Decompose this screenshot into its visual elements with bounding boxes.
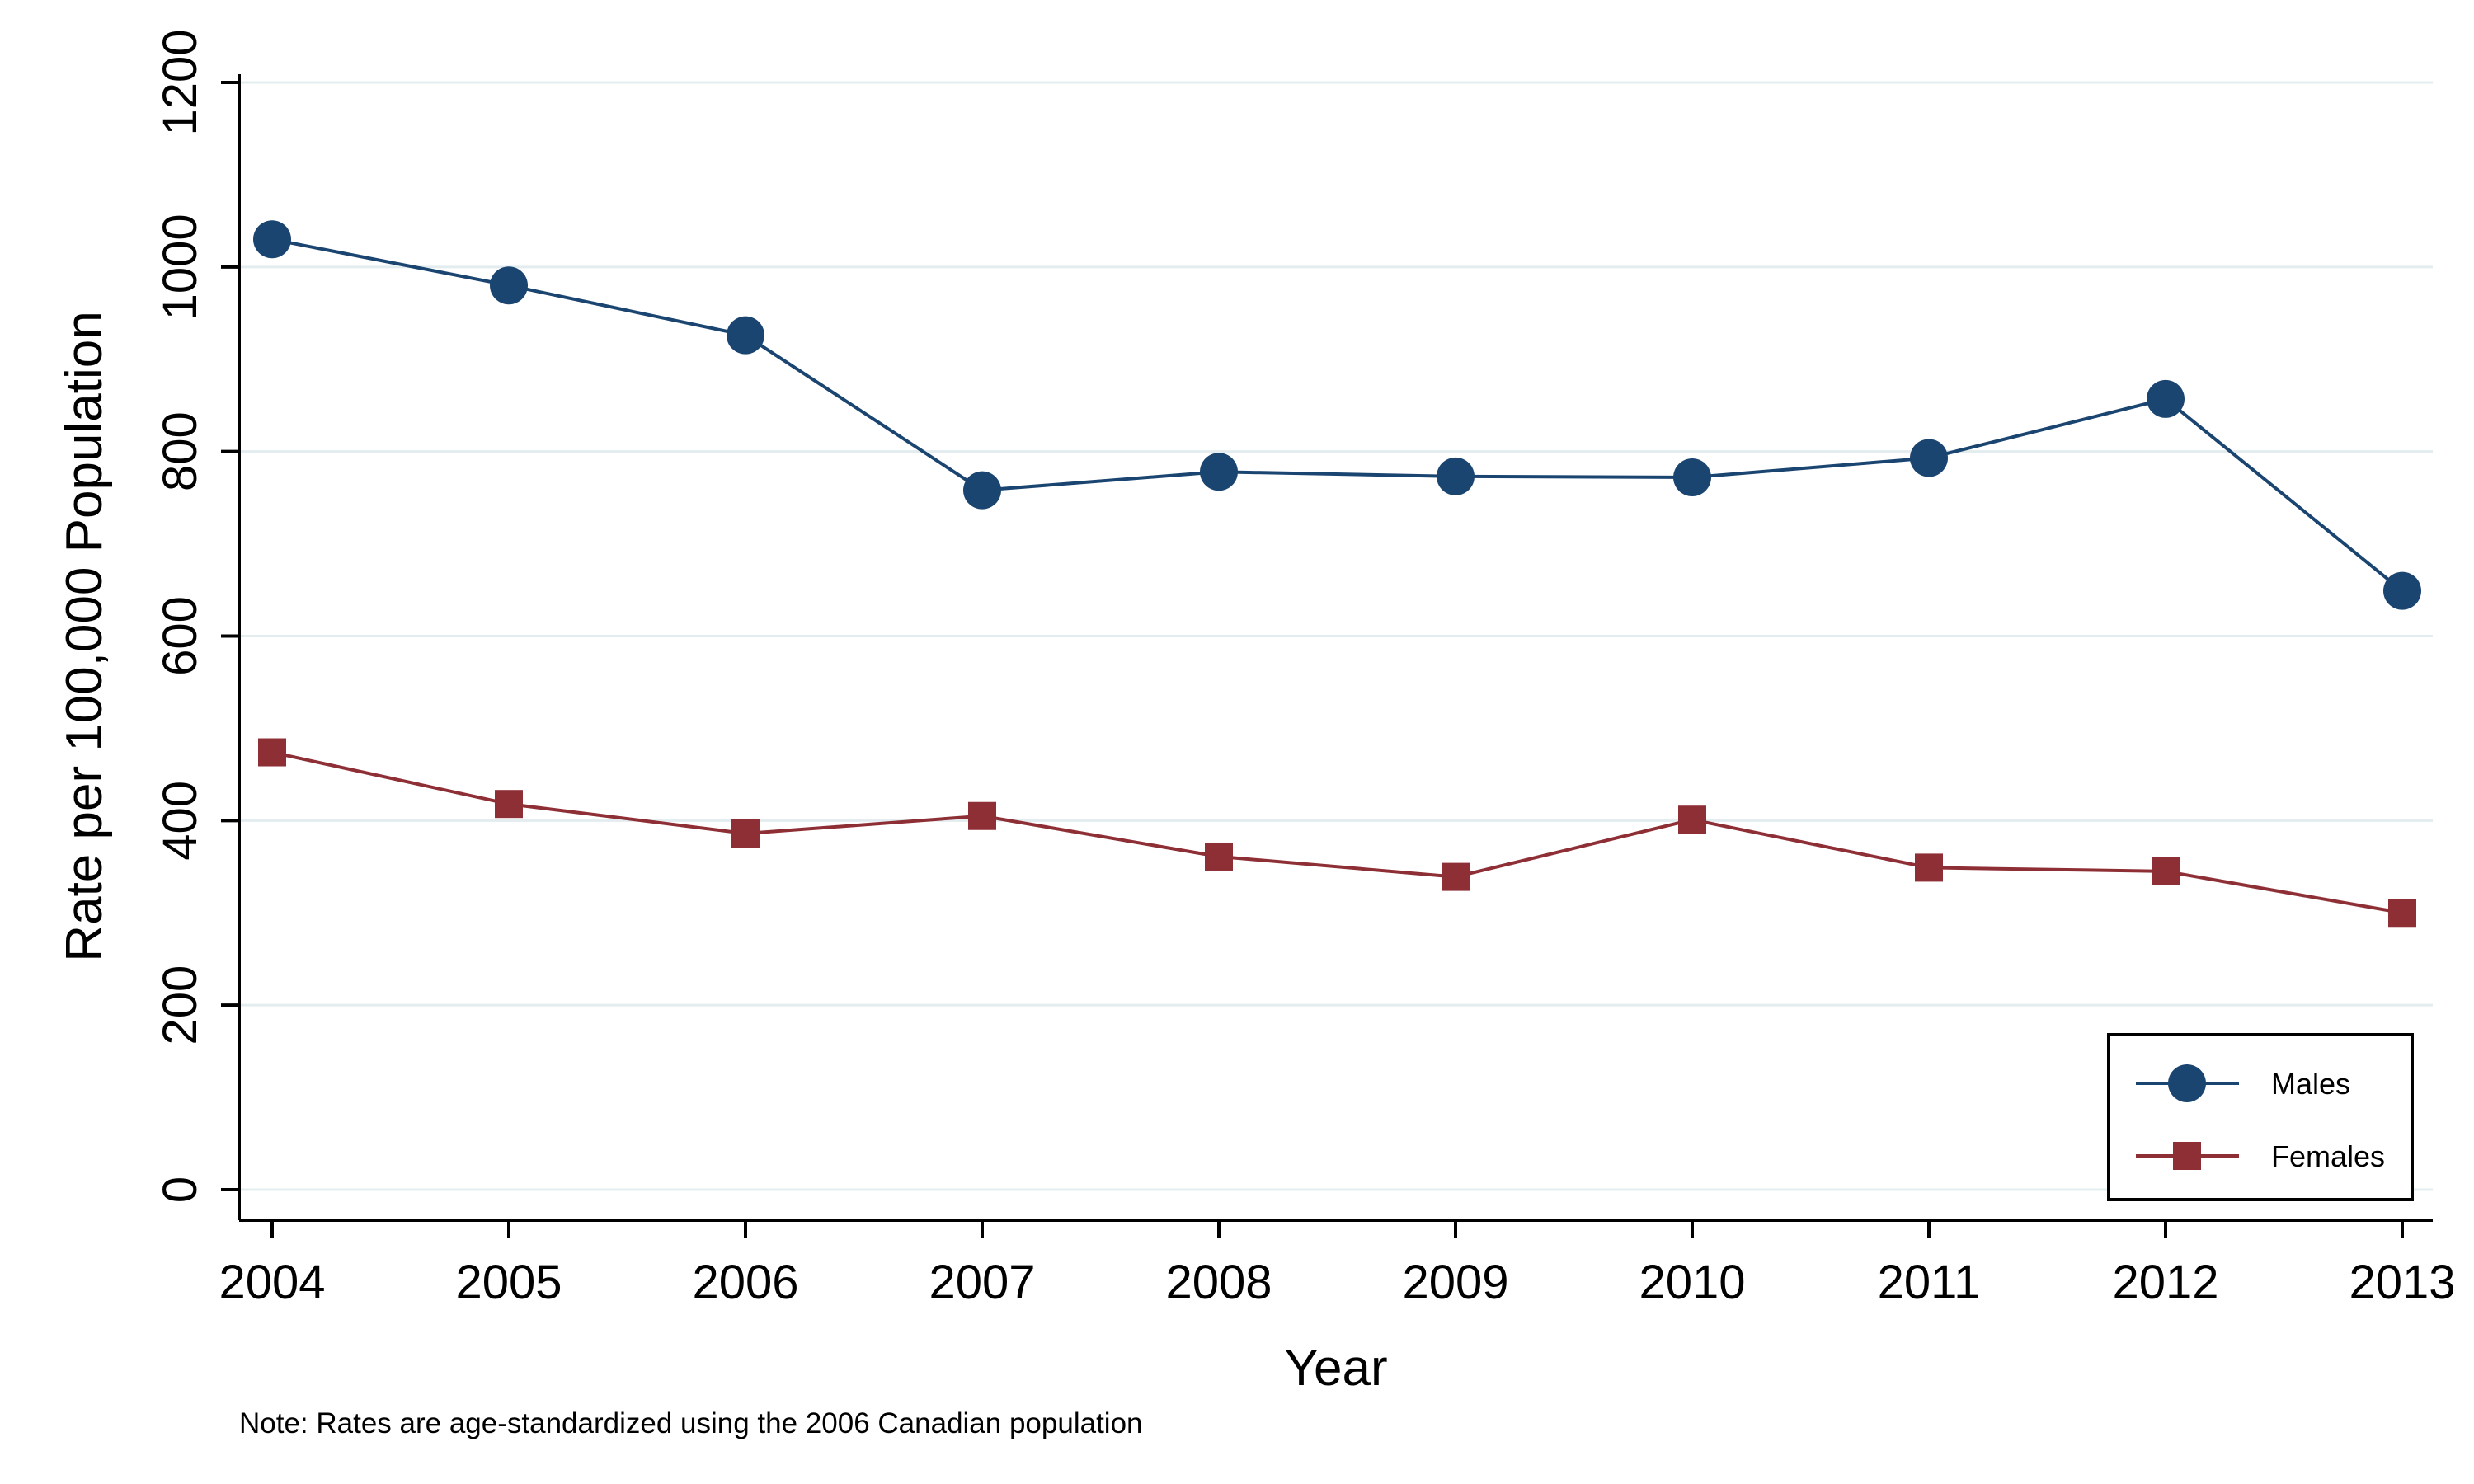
y-tick-label-400: 400: [153, 781, 207, 861]
x-tick-label-2005: 2005: [455, 1256, 562, 1309]
series-line-males: [271, 237, 2404, 593]
point-females-2009: [1442, 862, 1470, 891]
x-tick-label-2011: 2011: [1878, 1256, 1981, 1309]
point-males-2009: [1437, 457, 1475, 495]
x-tick-label-2006: 2006: [692, 1256, 798, 1309]
legend: Males Females: [2107, 1033, 2414, 1201]
point-males-2008: [1200, 453, 1238, 491]
y-tick-label-200: 200: [153, 965, 207, 1045]
legend-box: [2107, 1033, 2414, 1201]
x-tick-label-2010: 2010: [1639, 1256, 1745, 1309]
x-tick-label-2004: 2004: [219, 1256, 325, 1309]
point-females-2012: [2152, 857, 2180, 885]
series-line-females: [271, 750, 2403, 915]
y-tick-label-800: 800: [153, 411, 207, 491]
point-females-2006: [731, 819, 760, 848]
y-tick-label-0: 0: [153, 1176, 207, 1203]
point-males-2010: [1673, 458, 1711, 497]
point-males-2004: [253, 220, 291, 259]
x-tick-label-2009: 2009: [1402, 1256, 1508, 1309]
chart-note: Note: Rates are age-standardized using t…: [239, 1407, 1143, 1439]
point-males-2005: [490, 266, 528, 305]
point-males-2007: [963, 471, 1001, 510]
point-males-2011: [1910, 439, 1948, 477]
axes: [238, 74, 2433, 1222]
point-males-2006: [727, 316, 764, 355]
y-axis-title: Rate per 100,000 Population: [56, 311, 113, 961]
legend-label-males: Males: [2271, 1067, 2350, 1101]
x-tick-label-2012: 2012: [2112, 1256, 2218, 1309]
x-axis-title: Year: [1284, 1340, 1387, 1397]
point-females-2011: [1915, 853, 1943, 882]
point-females-2004: [258, 738, 286, 767]
point-males-2013: [2383, 571, 2421, 610]
point-males-2012: [2147, 379, 2185, 418]
legend-label-females: Females: [2271, 1139, 2385, 1173]
y-tick-label-1000: 1000: [153, 214, 207, 320]
point-females-2013: [2388, 899, 2416, 928]
x-tick-label-2008: 2008: [1165, 1256, 1272, 1309]
point-females-2005: [495, 790, 523, 819]
y-axis-ticks: 0 200 400 600 800 1000 1200: [153, 29, 239, 1203]
x-tick-label-2013: 2013: [2349, 1256, 2455, 1309]
gridlines: [239, 81, 2433, 1191]
y-tick-label-1200: 1200: [153, 29, 207, 135]
point-females-2010: [1678, 805, 1706, 834]
point-females-2007: [968, 801, 996, 830]
legend-marker-males: [2168, 1064, 2206, 1102]
y-tick-label-600: 600: [153, 596, 207, 676]
x-axis-ticks: 2004 2005 2006 2007 2008 2009 2010 2011 2012 2013: [219, 1220, 2456, 1309]
x-tick-label-2007: 2007: [929, 1256, 1035, 1309]
point-females-2008: [1205, 842, 1233, 871]
series: [253, 220, 2421, 928]
legend-marker-females: [2173, 1142, 2201, 1170]
